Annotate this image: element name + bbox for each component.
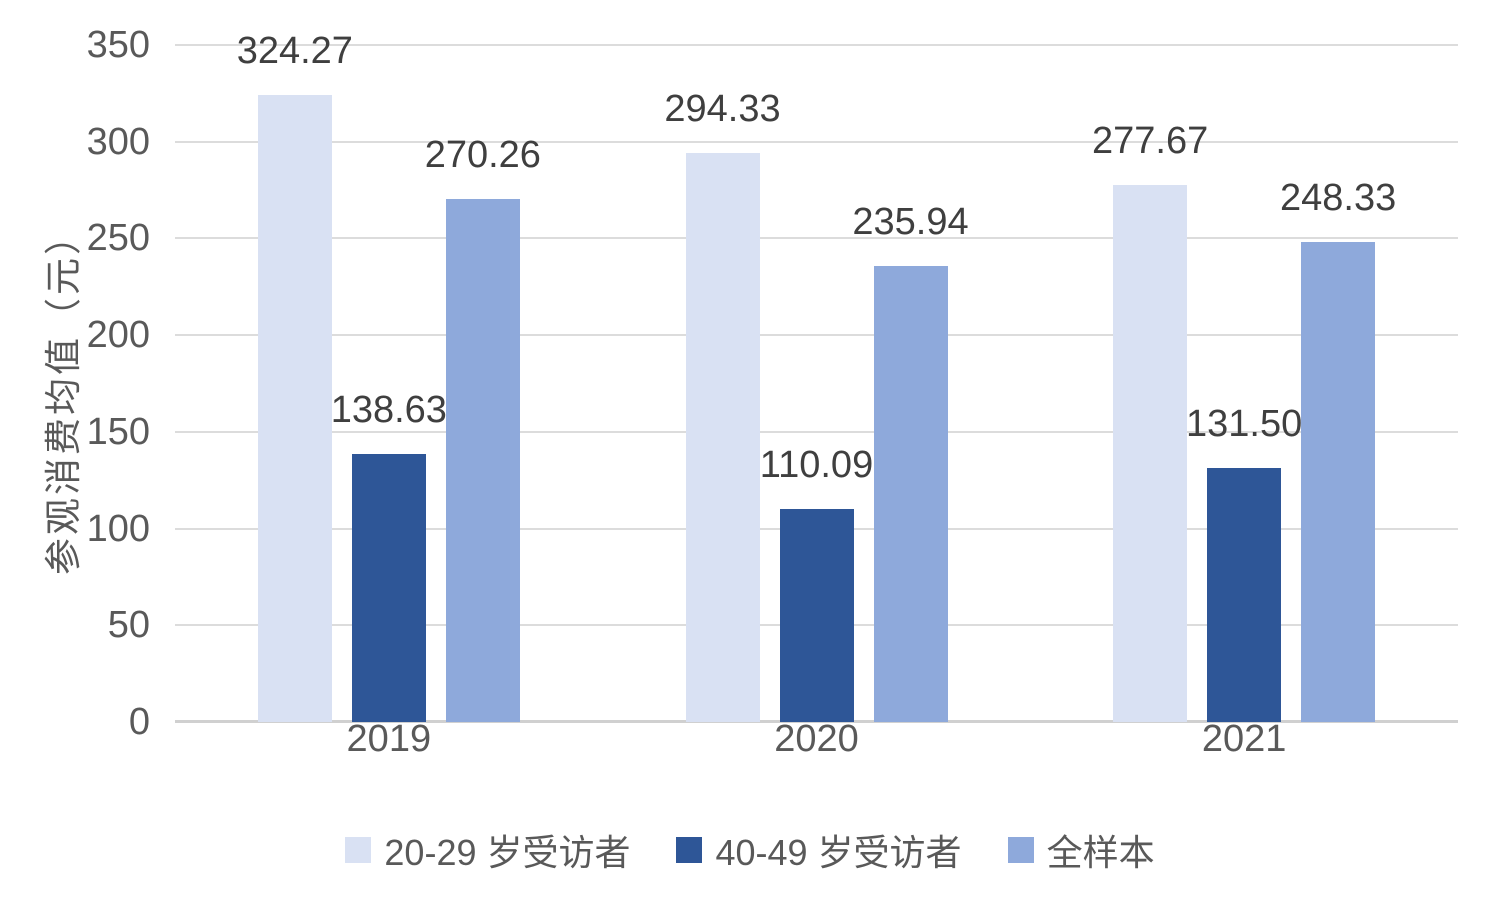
y-tick-label-300: 300 (86, 120, 150, 163)
bar-value-label-series2-2019: 138.63 (330, 388, 447, 431)
bar-series3-2020 (873, 265, 948, 722)
legend-label: 全样本 (1046, 832, 1155, 873)
legend-label: 20-29 岁受访者 (384, 832, 631, 873)
y-tick-label-150: 150 (86, 410, 150, 453)
legend-item-3: 全样本 (1007, 824, 1155, 876)
bar-value-label-series3-2019: 270.26 (424, 134, 541, 177)
bar-value-label-series3-2020: 235.94 (852, 200, 969, 243)
gridline-250 (175, 237, 1458, 240)
x-category-label-2019: 2019 (346, 718, 432, 760)
legend-item-2: 40-49 岁受访者 (676, 824, 962, 876)
bar-series2-2021 (1207, 467, 1282, 722)
gridline-300 (175, 140, 1458, 143)
bar-series3-2021 (1301, 241, 1376, 722)
legend-swatch-icon (1007, 837, 1034, 863)
bar-series2-2020 (779, 509, 854, 722)
bar-value-label-series2-2020: 110.09 (759, 444, 874, 487)
gridline-150 (175, 430, 1458, 433)
bar-series1-2021 (1113, 184, 1188, 722)
bar-series1-2019 (257, 94, 332, 722)
bar-value-label-series2-2021: 131.50 (1186, 402, 1303, 445)
y-tick-label-0: 0 (128, 701, 150, 743)
gridline-350 (175, 44, 1458, 46)
bar-value-label-series1-2019: 324.27 (236, 29, 353, 72)
bar-series1-2020 (685, 152, 760, 722)
bar-value-label-series1-2021: 277.67 (1092, 119, 1209, 162)
bar-value-label-series3-2021: 248.33 (1280, 176, 1397, 219)
bar-series3-2019 (445, 199, 520, 722)
y-tick-label-250: 250 (86, 217, 150, 260)
legend-swatch-icon (345, 837, 372, 863)
y-tick-label-200: 200 (86, 314, 150, 357)
legend: 20-29 岁受访者 40-49 岁受访者 全样本 (0, 824, 1500, 876)
legend-item-1: 20-29 岁受访者 (345, 824, 630, 876)
gridline-200 (175, 334, 1458, 337)
x-category-label-2021: 2021 (1201, 718, 1287, 760)
y-tick-label-350: 350 (86, 24, 150, 66)
legend-label: 40-49 岁受访者 (715, 832, 962, 873)
bar-value-label-series1-2020: 294.33 (664, 87, 781, 130)
y-tick-label-100: 100 (86, 507, 150, 550)
x-category-label-2020: 2020 (774, 718, 859, 760)
plot-area: 324.27 138.63 270.26 294.33 110.09 235.94 277.… (175, 31, 1458, 723)
y-tick-label-50: 50 (107, 604, 150, 647)
legend-swatch-icon (676, 837, 703, 863)
bar-series2-2019 (351, 453, 426, 722)
